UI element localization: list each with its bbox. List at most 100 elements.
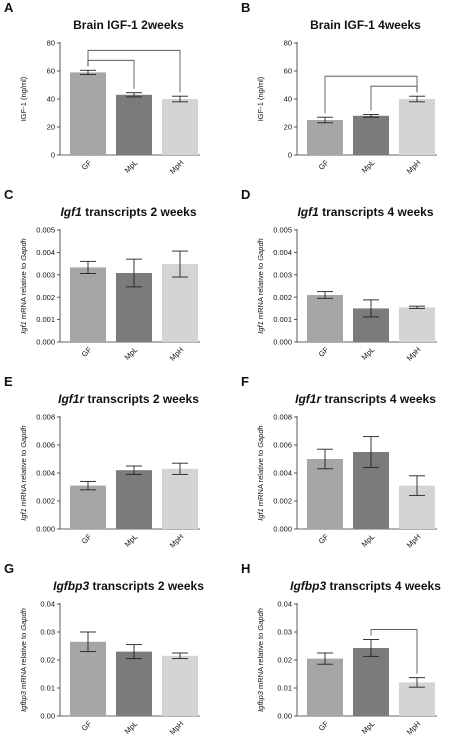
bar-gf — [70, 641, 106, 716]
panel-d-letter: D — [241, 187, 251, 202]
y-axis-label: Igf1 mRNA relative to Gapdh — [19, 425, 28, 520]
y-axis-label-gene: Igfbp3 — [256, 689, 265, 712]
panel-d-title-gene: Igf1 — [297, 205, 319, 219]
chart-h: 0.00 0.01 0.02 0.03 0.04 Igfbp3 mRNA relative… — [256, 600, 437, 737]
bar-gf — [307, 120, 343, 155]
panel-f-title-gene: Igf1r — [295, 392, 322, 406]
y-tick-label: 0.005 — [36, 226, 55, 235]
bar-gf — [307, 459, 343, 529]
panel-c-letter: C — [4, 187, 14, 202]
bar-gf — [307, 658, 343, 716]
y-tick-label: 0.004 — [273, 469, 292, 478]
bar-mph — [162, 468, 198, 529]
x-tick-label: MpH — [168, 158, 186, 176]
bar-mph — [399, 682, 435, 716]
panel-a-letter: A — [4, 0, 14, 15]
chart-f: 0.000 0.002 0.004 0.006 0.008 Igf1 mRNA relat… — [256, 413, 437, 550]
y-tick-label: 0.005 — [273, 226, 292, 235]
panel-f-letter: F — [241, 374, 249, 389]
chart-c: 0.000 0.001 0.002 0.003 0.004 0.005 Igf1 mRNA … — [19, 226, 200, 363]
chart-g: 0.00 0.01 0.02 0.03 0.04 Igfbp3 mRNA relative… — [19, 600, 200, 737]
y-tick-label: 0.002 — [273, 293, 292, 302]
panel-e: 0.000 0.002 0.004 0.006 0.008 Igf1 mRNA relat… — [0, 374, 237, 561]
panel-h: 0.00 0.01 0.02 0.03 0.04 Igfbp3 mRNA relative… — [237, 561, 474, 748]
y-tick-label: 0.006 — [273, 441, 292, 450]
x-tick-label: MpL — [360, 532, 377, 549]
panel-d: 0.000 0.001 0.002 0.003 0.004 0.005 Igf1 mRNA … — [237, 187, 474, 374]
panel-h-letter: H — [241, 561, 251, 576]
panel-b: 0 20 40 60 80 IGF-1 (ng/ml) GF MpL MpH B Brain I… — [237, 0, 474, 187]
chart-d: 0.000 0.001 0.002 0.003 0.004 0.005 Igf1 mRNA … — [256, 226, 437, 363]
x-tick-label: MpH — [168, 345, 186, 363]
bar-gf — [70, 485, 106, 529]
chart-a: 0 20 40 60 80 IGF-1 (ng/ml) GF MpL MpH — [19, 39, 200, 176]
y-axis-label-gene: Igf1 — [256, 319, 265, 334]
y-tick-label: 0.001 — [36, 315, 55, 324]
bar-gf — [307, 294, 343, 342]
y-tick-label: 0 — [51, 151, 55, 160]
panel-d-title: Igf1 transcripts 4 weeks — [257, 205, 474, 219]
bar-mpl — [353, 647, 389, 716]
x-tick-label: GF — [317, 345, 331, 359]
y-tick-label: 40 — [284, 95, 292, 104]
panel-c-title: Igf1 transcripts 2 weeks — [20, 205, 237, 219]
y-tick-label: 0.006 — [36, 441, 55, 450]
x-tick-label: MpH — [168, 719, 186, 737]
y-tick-label: 0.000 — [273, 338, 292, 347]
panel-g-title-gene: Igfbp3 — [53, 579, 90, 593]
panel-c-title-rest: transcripts 2 weeks — [85, 205, 197, 219]
x-tick-label: GF — [80, 532, 94, 546]
y-axis-label: IGF-1 (ng/ml) — [19, 76, 28, 121]
y-tick-label: 80 — [284, 39, 292, 48]
panel-e-title-gene: Igf1r — [58, 392, 85, 406]
y-axis-label: Igf1 mRNA relative to Gapdh — [256, 425, 265, 520]
x-tick-label: GF — [317, 158, 331, 172]
x-tick-label: MpL — [360, 158, 377, 175]
panel-d-title-rest: transcripts 4 weeks — [322, 205, 434, 219]
x-tick-label: MpL — [123, 719, 140, 736]
significance-bracket — [370, 629, 418, 674]
y-tick-label: 0.000 — [273, 525, 292, 534]
y-tick-label: 0.004 — [36, 248, 55, 257]
y-tick-label: 0.01 — [277, 684, 292, 693]
y-tick-label: 60 — [284, 67, 292, 76]
panel-f-title: Igf1r transcripts 4 weeks — [257, 392, 474, 406]
y-tick-label: 80 — [47, 39, 55, 48]
x-tick-label: MpL — [123, 532, 140, 549]
y-axis-label-gene: Igf1 — [256, 506, 265, 521]
x-tick-label: GF — [80, 719, 94, 733]
bar-mpl — [116, 651, 152, 716]
y-axis-label-ref-gene: Gapdh — [19, 425, 28, 448]
y-tick-label: 0.04 — [40, 600, 55, 609]
y-axis-label: Igf1 mRNA relative to Gapdh — [19, 238, 28, 333]
y-axis-label-gene: Igf1 — [19, 319, 28, 334]
chart-b: 0 20 40 60 80 IGF-1 (ng/ml) GF MpL MpH — [256, 39, 437, 176]
y-axis-label-rest: mRNA relative to — [19, 631, 28, 689]
y-axis-label-gene: Igfbp3 — [19, 689, 28, 712]
panel-g: 0.00 0.01 0.02 0.03 0.04 Igfbp3 mRNA relative… — [0, 561, 237, 748]
panel-e-letter: E — [4, 374, 13, 389]
panel-g-title-rest: transcripts 2 weeks — [92, 579, 204, 593]
y-tick-label: 20 — [284, 123, 292, 132]
y-axis-label-ref-gene: Gapdh — [256, 425, 265, 448]
bar-mpl — [116, 94, 152, 155]
x-tick-label: MpL — [123, 158, 140, 175]
y-tick-label: 40 — [47, 95, 55, 104]
x-tick-label: MpH — [405, 532, 423, 550]
y-tick-label: 0.003 — [273, 270, 292, 279]
bar-gf — [70, 267, 106, 342]
bar-mph — [162, 655, 198, 716]
y-tick-label: 0.00 — [40, 712, 55, 721]
y-tick-label: 20 — [47, 123, 55, 132]
bar-mph — [399, 99, 435, 155]
y-axis-label-gene: Igf1 — [19, 506, 28, 521]
panel-g-title: Igfbp3 transcripts 2 weeks — [20, 579, 237, 593]
y-tick-label: 0.004 — [273, 248, 292, 257]
y-axis-label: Igf1 mRNA relative to Gapdh — [256, 238, 265, 333]
chart-e: 0.000 0.002 0.004 0.006 0.008 Igf1 mRNA relat… — [19, 413, 200, 550]
x-tick-label: MpH — [405, 345, 423, 363]
y-tick-label: 0.02 — [277, 656, 292, 665]
y-axis-label-ref-gene: Gapdh — [256, 608, 265, 631]
significance-bracket — [370, 85, 418, 111]
y-axis-label-rest: mRNA relative to — [19, 448, 28, 506]
